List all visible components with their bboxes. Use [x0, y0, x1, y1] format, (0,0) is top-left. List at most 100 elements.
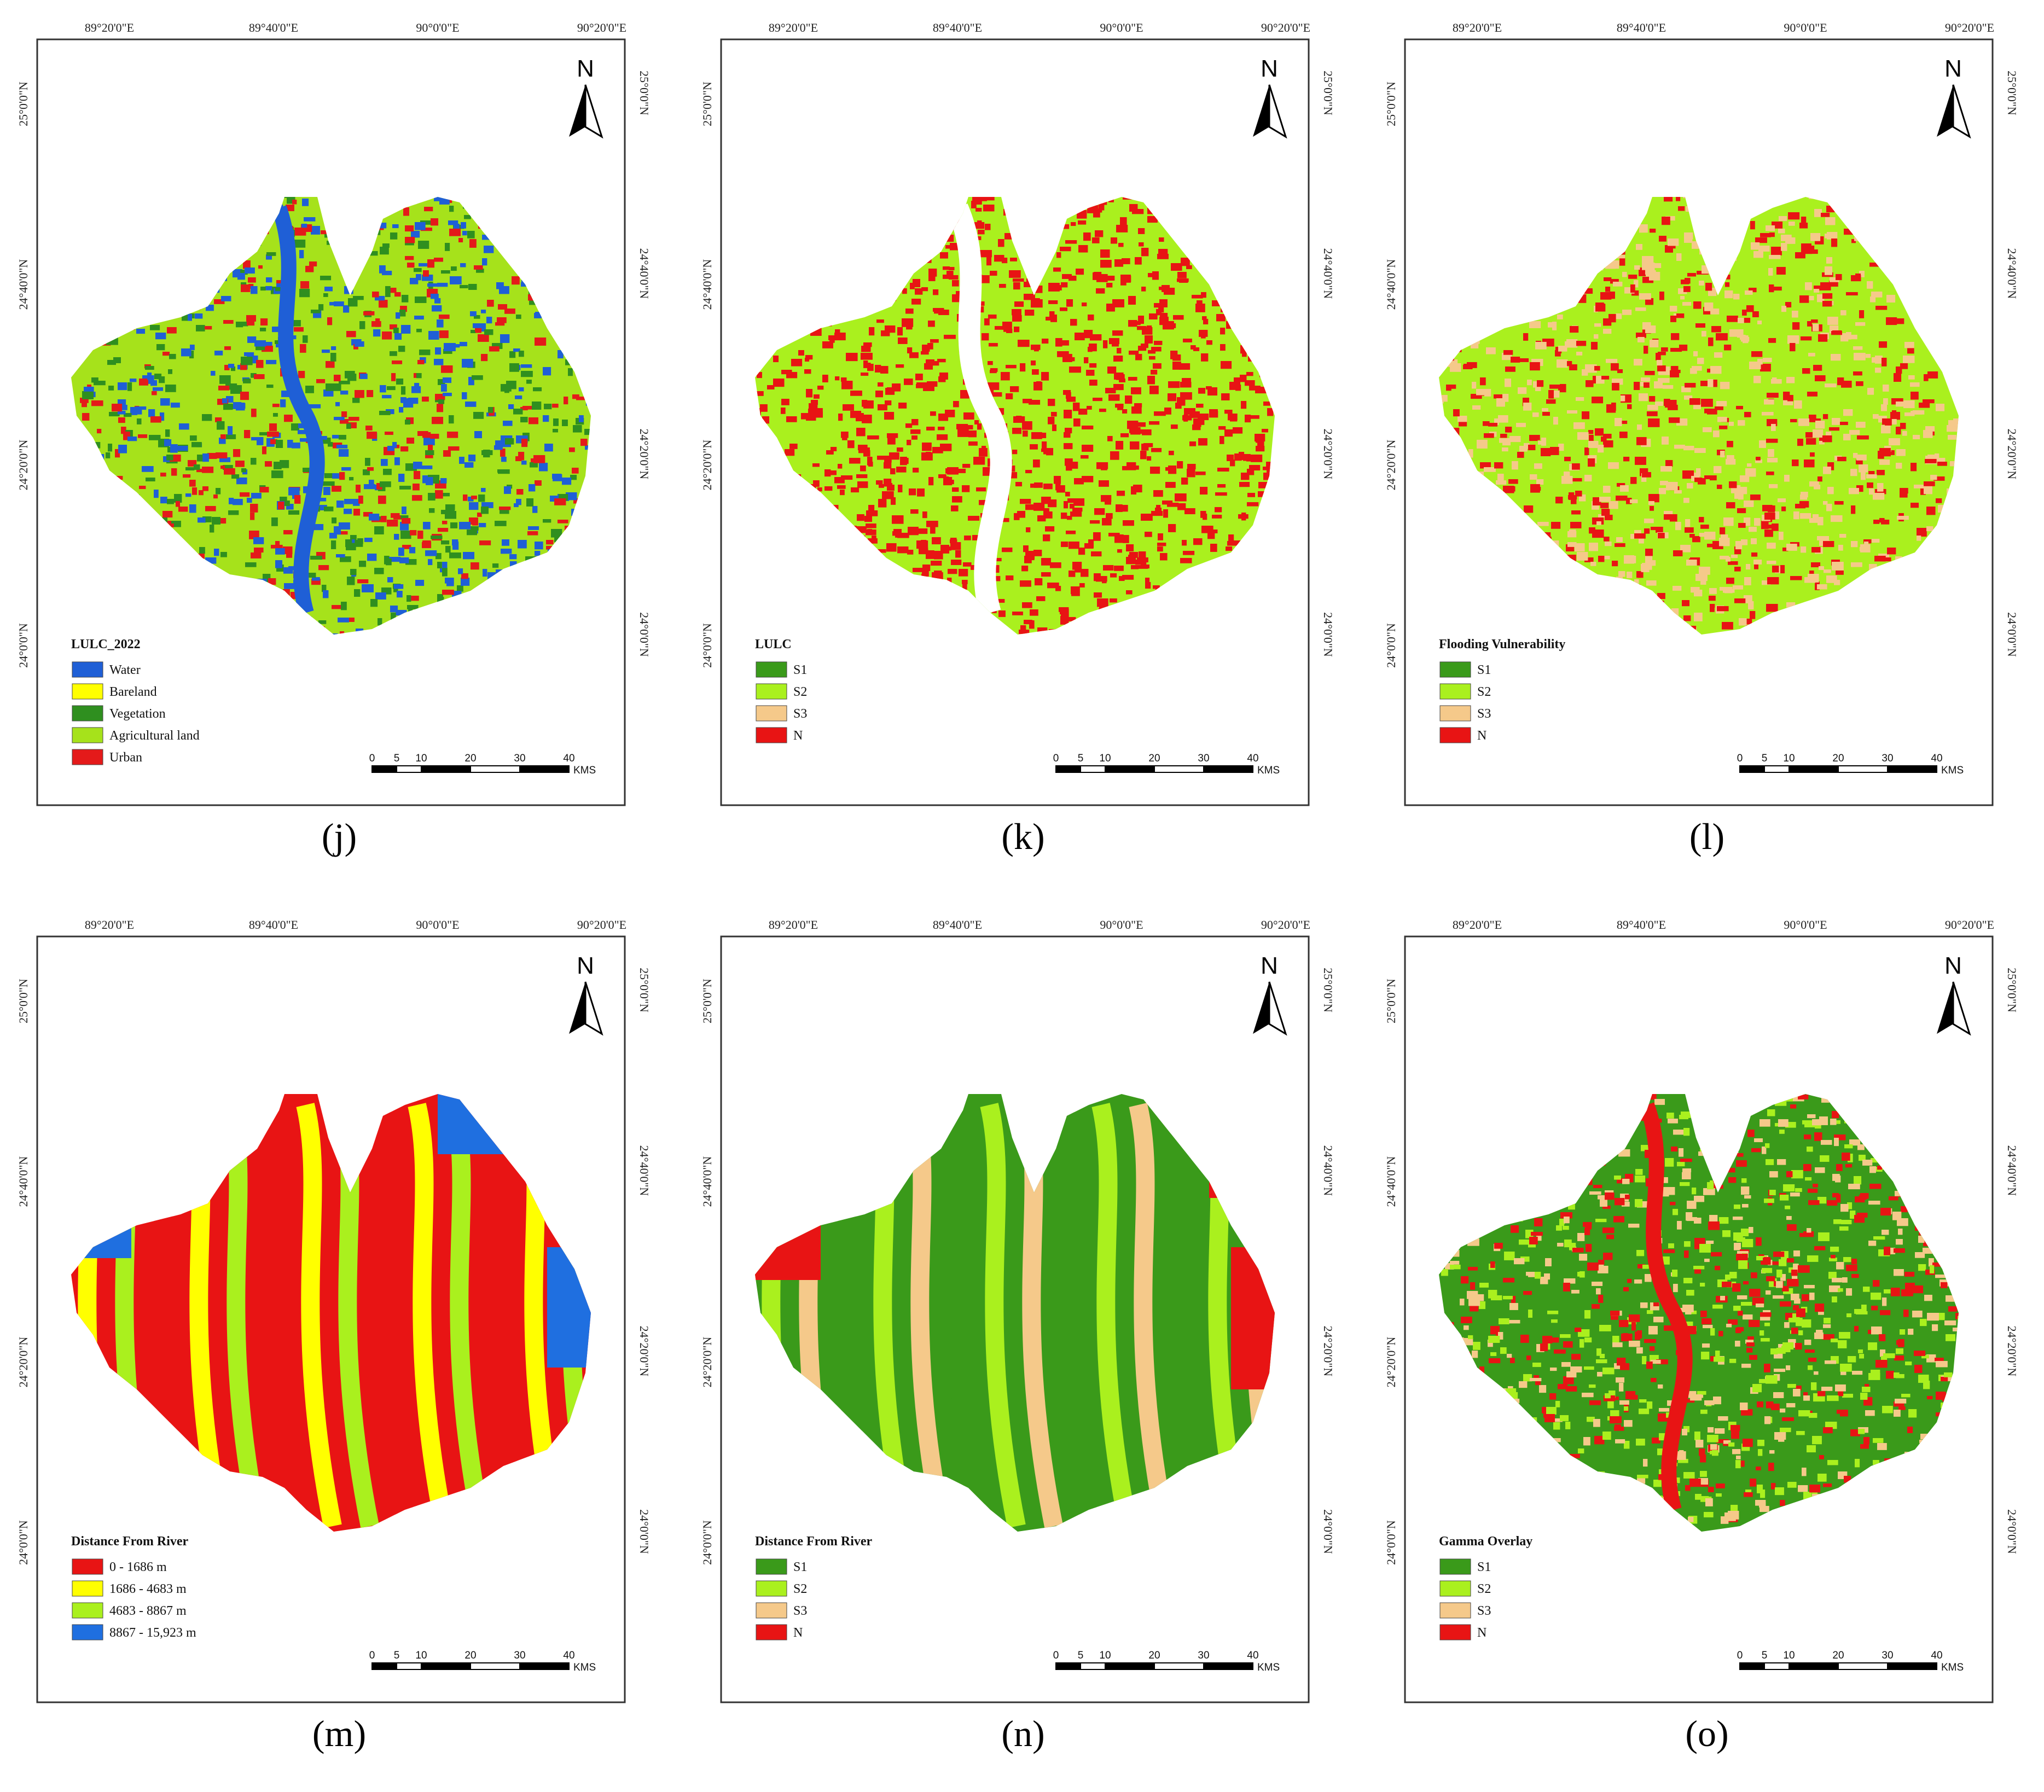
legend-swatch [1439, 1558, 1471, 1575]
scale-tick-label: 20 [1148, 1650, 1160, 1661]
latitude-label: 24°40'0"N [700, 1156, 714, 1207]
map-frame [1404, 935, 1994, 1703]
legend-swatch [1439, 1602, 1471, 1619]
legend-swatch [1439, 727, 1471, 743]
longitude-label: 89°40'0"E [933, 918, 982, 932]
panel-caption: (n) [1001, 1713, 1045, 1754]
latitude-label: 25°0'0"N [1321, 71, 1335, 115]
legend-swatch [1439, 1580, 1471, 1597]
latitude-label: 24°20'0"N [700, 1337, 714, 1388]
svg-text:N: N [577, 952, 594, 979]
legend-label: S2 [793, 685, 807, 699]
latitude-label: 24°0'0"N [1384, 1520, 1398, 1565]
scale-tick-label: 10 [415, 753, 427, 764]
scale-unit-label: KMS [573, 1662, 596, 1673]
legend-swatch [72, 1558, 103, 1575]
map-canvas: 89°20'0"E 89°40'0"E 90°0'0"E 90°20'0"E 25°0'… [16, 918, 651, 1703]
latitude-label: 24°0'0"N [16, 623, 30, 668]
longitude-label: 89°20'0"E [1453, 21, 1502, 34]
longitude-label: 90°0'0"E [1100, 918, 1143, 932]
legend-swatch [72, 683, 103, 700]
latitude-label: 24°40'0"N [2005, 1145, 2019, 1196]
map-canvas: 89°20'0"E 89°40'0"E 90°0'0"E 90°20'0"E 25°0'… [16, 21, 651, 806]
latitude-label: 24°40'0"N [1384, 1156, 1398, 1207]
scale-tick-label: 0 [1053, 1650, 1059, 1661]
longitude-label: 89°40'0"E [249, 918, 298, 932]
longitude-label: 89°20'0"E [769, 918, 818, 932]
north-arrow-icon: N [569, 952, 603, 1036]
longitude-label: 90°20'0"E [577, 918, 626, 932]
scale-tick-label: 40 [1247, 753, 1258, 764]
longitude-label: 89°40'0"E [249, 21, 298, 34]
legend-label: Urban [109, 750, 142, 765]
latitude-label: 24°20'0"N [637, 1326, 651, 1377]
latitude-label: 24°0'0"N [700, 1520, 714, 1565]
longitude-label: 89°20'0"E [85, 21, 134, 34]
longitude-label: 90°0'0"E [1784, 918, 1827, 932]
scale-tick-label: 20 [1148, 753, 1160, 764]
latitude-label: 25°0'0"N [700, 82, 714, 126]
scale-tick-label: 0 [369, 753, 375, 764]
scale-tick-label: 20 [464, 753, 476, 764]
legend-label: S2 [793, 1582, 807, 1596]
legend-swatch [72, 749, 103, 765]
latitude-label: 25°0'0"N [1384, 979, 1398, 1023]
scale-tick-label: 20 [1832, 1650, 1844, 1661]
latitude-label: 24°40'0"N [700, 259, 714, 310]
scale-tick-label: 10 [1783, 1650, 1795, 1661]
legend: Gamma Overlay S1 S2 S3 N [1439, 1534, 1532, 1640]
legend-swatch [756, 1558, 787, 1575]
legend: Flooding Vulnerability S1 S2 S3 N [1439, 637, 1565, 743]
map-frame [720, 935, 1310, 1703]
svg-text:N: N [1261, 55, 1278, 82]
latitude-label: 24°40'0"N [2005, 248, 2019, 299]
map-frame [36, 38, 626, 806]
legend-label: 4683 - 8867 m [109, 1604, 187, 1618]
longitude-label: 89°20'0"E [769, 21, 818, 34]
latitude-label: 24°0'0"N [2005, 612, 2019, 657]
legend: LULC_2022 Water Bareland Vegetation Agricult… [71, 637, 200, 765]
scale-unit-label: KMS [1941, 1662, 1964, 1673]
legend-label: S1 [793, 1560, 807, 1574]
scale-tick-label: 10 [1099, 1650, 1111, 1661]
map-canvas: 89°20'0"E 89°40'0"E 90°0'0"E 90°20'0"E 25°0'… [700, 918, 1335, 1703]
map-frame [1404, 38, 1994, 806]
latitude-label: 24°20'0"N [1321, 429, 1335, 480]
scale-tick-label: 5 [1762, 753, 1768, 764]
latitude-label: 24°0'0"N [1321, 612, 1335, 657]
legend-swatch [1439, 683, 1471, 700]
legend-title: Distance From River [71, 1534, 189, 1549]
latitude-label: 24°20'0"N [700, 440, 714, 491]
longitude-label: 90°0'0"E [1784, 21, 1827, 34]
legend-label: S3 [1477, 1604, 1491, 1618]
scale-tick-label: 0 [1737, 753, 1743, 764]
latitude-label: 25°0'0"N [637, 71, 651, 115]
map-panel-n: 89°20'0"E 89°40'0"E 90°0'0"E 90°20'0"E 25°0'… [684, 897, 1364, 1767]
legend-swatch [72, 1602, 103, 1619]
map-panel-j: 89°20'0"E 89°40'0"E 90°0'0"E 90°20'0"E 25°0'… [0, 0, 681, 870]
latitude-label: 24°0'0"N [700, 623, 714, 668]
legend-title: LULC_2022 [71, 637, 141, 651]
legend-label: Bareland [109, 685, 157, 699]
legend: Distance From River 0 - 1686 m 1686 - 4683… [71, 1534, 196, 1640]
latitude-label: 24°40'0"N [1384, 259, 1398, 310]
legend-label: N [1477, 1626, 1486, 1640]
legend-label: 8867 - 15,923 m [109, 1626, 196, 1640]
longitude-label: 90°20'0"E [1945, 21, 1994, 34]
scale-tick-label: 5 [1078, 753, 1084, 764]
latitude-label: 25°0'0"N [2005, 71, 2019, 115]
legend-label: S1 [1477, 663, 1491, 677]
svg-text:N: N [1944, 55, 1962, 82]
scale-tick-label: 30 [514, 753, 525, 764]
latitude-label: 24°40'0"N [1321, 248, 1335, 299]
legend-label: Agricultural land [109, 729, 200, 743]
latitude-label: 24°20'0"N [2005, 429, 2019, 480]
study-area-region [755, 197, 1275, 635]
scale-tick-label: 30 [514, 1650, 525, 1661]
longitude-label: 90°20'0"E [1261, 918, 1310, 932]
